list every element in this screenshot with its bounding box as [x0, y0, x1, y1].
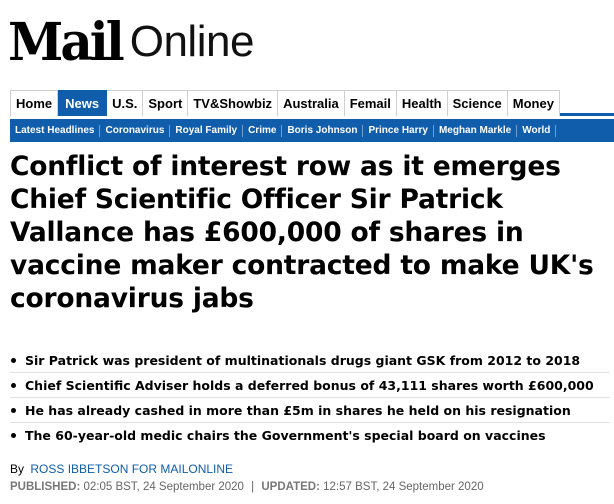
bullet-dot-icon [11, 407, 16, 413]
summary-bullet: Chief Scientific Adviser holds a deferre… [10, 373, 610, 398]
nav-tab-femail[interactable]: Femail [344, 90, 397, 116]
article-dates: PUBLISHED: 02:05 BST, 24 September 2020 … [10, 481, 484, 493]
subnav-link-meghan-markle[interactable]: Meghan Markle [434, 124, 518, 137]
bullet-text: He has already cashed in more than £5m i… [25, 402, 571, 418]
nav-tab-news[interactable]: News [58, 90, 108, 116]
summary-bullet: Sir Patrick was president of multination… [10, 348, 610, 373]
logo-mail-wordmark: Mail [8, 10, 125, 73]
nav-tab-sport[interactable]: Sport [143, 90, 189, 116]
published-label: PUBLISHED: [10, 481, 81, 493]
bullet-text: Sir Patrick was president of multination… [25, 352, 581, 368]
nav-tab-science[interactable]: Science [447, 90, 508, 116]
summary-bullet: He has already cashed in more than £5m i… [10, 398, 610, 423]
nav-tab-home[interactable]: Home [10, 90, 59, 116]
nav-tab-u-s[interactable]: U.S. [107, 90, 144, 116]
primary-nav: Home News U.S. Sport TV&Showbiz Australia Fema… [10, 90, 614, 116]
byline-author-link[interactable]: Ross Ibbetson for Mailonline [30, 462, 234, 476]
nav-tab-money[interactable]: Money [507, 90, 560, 116]
summary-bullet: The 60-year-old medic chairs the Governm… [10, 423, 610, 448]
updated-label: UPDATED: [261, 481, 320, 493]
nav-tab-tv-showbiz[interactable]: TV&Showbiz [188, 90, 279, 116]
subnav-link-latest-headlines[interactable]: Latest Headlines [10, 124, 101, 137]
subnav-link-coronavirus[interactable]: Coronavirus [100, 124, 171, 137]
subnav-link-royal-family[interactable]: Royal Family [170, 124, 244, 137]
logo-online-wordmark: Online [129, 17, 255, 66]
bullet-dot-icon [11, 357, 16, 363]
subnav-link-boris-johnson[interactable]: Boris Johnson [282, 124, 364, 137]
article-summary-bullets: Sir Patrick was president of multination… [10, 348, 610, 448]
bullet-dot-icon [11, 433, 16, 438]
subnav-link-world[interactable]: World [517, 124, 557, 137]
nav-tab-health[interactable]: Health [396, 90, 448, 116]
date-separator: | [251, 481, 255, 493]
updated-date: 12:57 BST, 24 September 2020 [323, 481, 484, 493]
secondary-nav: Latest Headlines Coronavirus Royal Family C… [10, 119, 614, 142]
byline: By Ross Ibbetson for Mailonline [10, 462, 233, 476]
bullet-dot-icon [11, 382, 16, 388]
bullet-text: The 60-year-old medic chairs the Governm… [25, 428, 546, 443]
subnav-link-crime[interactable]: Crime [243, 124, 283, 137]
bullet-text: Chief Scientific Adviser holds a deferre… [25, 377, 594, 393]
nav-tab-australia[interactable]: Australia [278, 90, 345, 116]
site-logo[interactable]: Mail Online [8, 6, 255, 73]
article-headline: Conflict of interest row as it emerges C… [10, 151, 594, 314]
subnav-link-prince-harry[interactable]: Prince Harry [363, 124, 434, 137]
byline-prefix: By [10, 462, 25, 476]
published-date: 02:05 BST, 24 September 2020 [83, 481, 244, 493]
